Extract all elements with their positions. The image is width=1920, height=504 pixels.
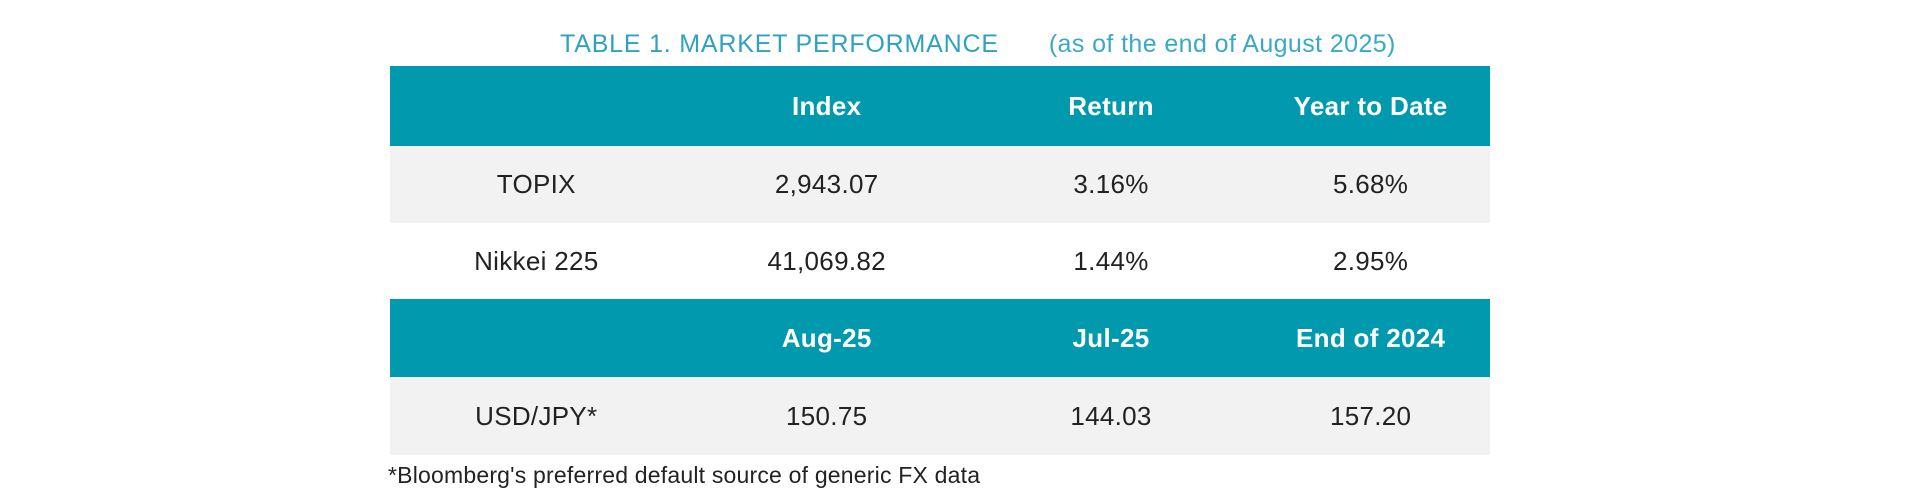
- cell-nikkei-return: 1.44%: [1073, 245, 1149, 276]
- header-cell-ytd: Year to Date: [1293, 90, 1448, 121]
- header-cell-return: Return: [1068, 90, 1154, 121]
- cell-usdjpy-label: USD/JPY*: [475, 400, 598, 431]
- header-cell-aug25: Aug-25: [781, 322, 872, 353]
- cell-usdjpy-aug25: 150.75: [786, 400, 868, 431]
- table-header-row-fx: Aug-25 Jul-25 End of 2024: [390, 299, 1490, 377]
- table-caption-main: TABLE 1. MARKET PERFORMANCE: [560, 30, 999, 58]
- header-cell-index: Index: [791, 90, 862, 121]
- cell-nikkei-label: Nikkei 225: [474, 245, 599, 276]
- cell-topix-index: 2,943.07: [774, 169, 879, 199]
- table-row-topix: TOPIX 2,943.07 3.16% 5.68%: [390, 146, 1490, 223]
- table-row-usdjpy: USD/JPY* 150.75 144.03 157.20: [390, 377, 1490, 455]
- cell-usdjpy-end2024: 157.20: [1329, 400, 1412, 431]
- cell-nikkei-ytd: 2.95%: [1333, 245, 1409, 276]
- header-cell-end-2024: End of 2024: [1296, 322, 1446, 353]
- table-caption: TABLE 1. MARKET PERFORMANCE (as of the e…: [560, 30, 1396, 59]
- market-performance-table: Index Return Year to Date TOPIX 2,943.07…: [390, 66, 1490, 455]
- cell-topix-label: TOPIX: [496, 169, 576, 199]
- cell-topix-ytd: 5.68%: [1333, 169, 1409, 199]
- table-row-nikkei225: Nikkei 225 41,069.82 1.44% 2.95%: [390, 223, 1490, 299]
- table-header-row-indices: Index Return Year to Date: [390, 66, 1490, 146]
- cell-topix-return: 3.16%: [1073, 169, 1149, 199]
- cell-usdjpy-jul25: 144.03: [1070, 400, 1152, 431]
- cell-nikkei-index: 41,069.82: [767, 245, 886, 276]
- header-cell-jul25: Jul-25: [1072, 322, 1150, 353]
- table-caption-asof: (as of the end of August 2025): [1048, 30, 1396, 58]
- footnote: *Bloomberg's preferred default source of…: [388, 462, 981, 488]
